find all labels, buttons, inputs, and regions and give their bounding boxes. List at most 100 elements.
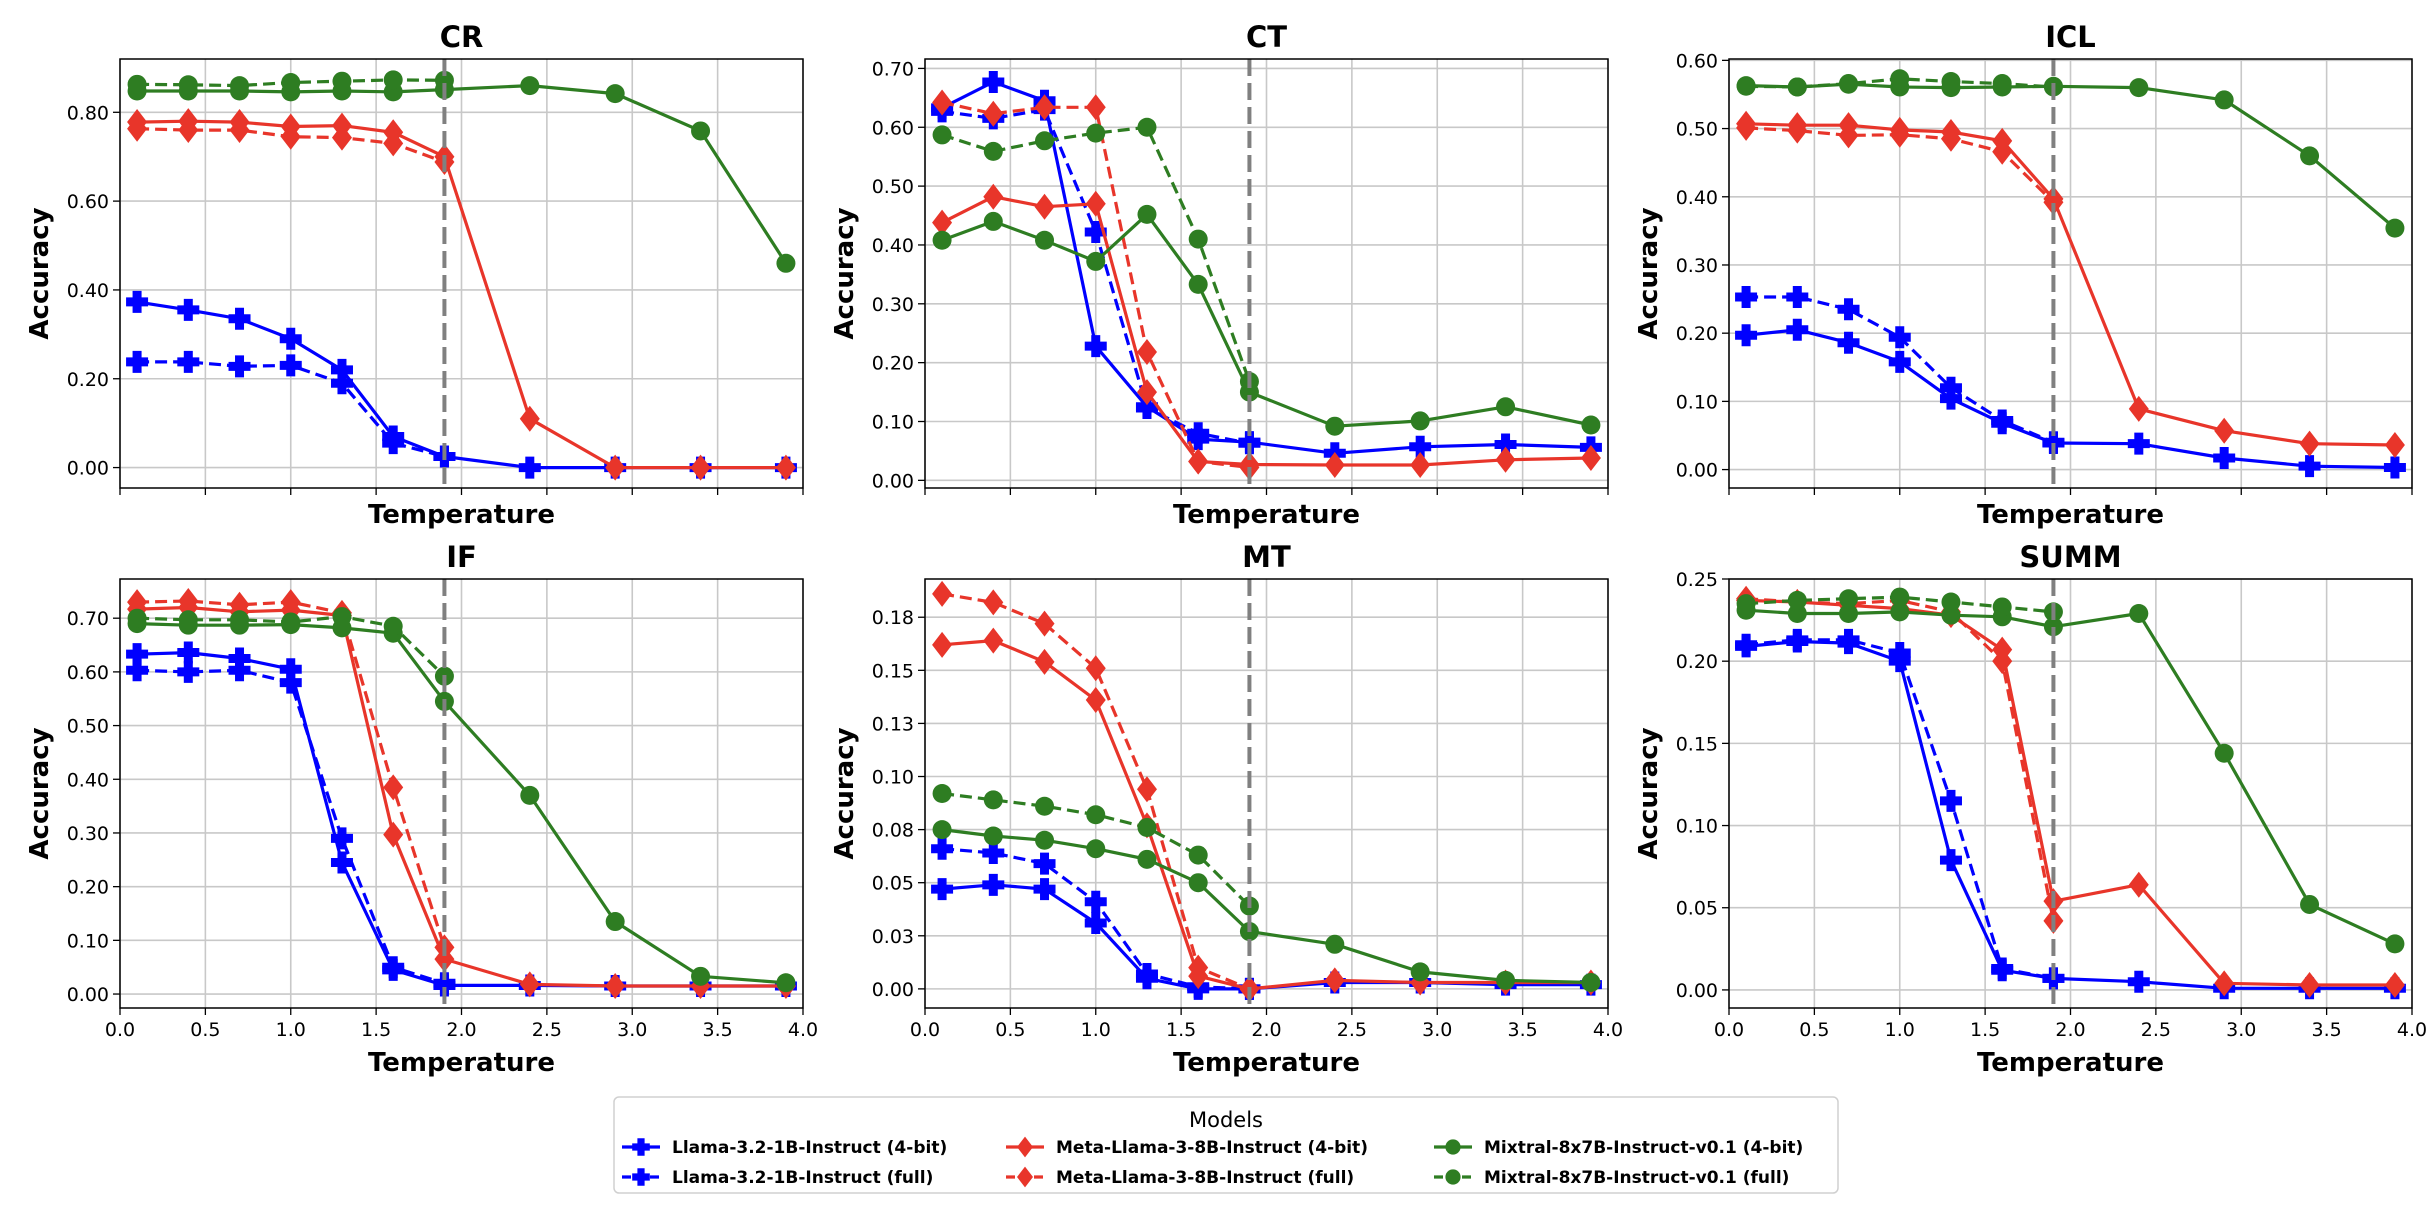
- x-tick-label: 2.5: [1337, 1019, 1367, 1041]
- data-point: [1581, 973, 1601, 993]
- data-point: [2043, 617, 2063, 637]
- series-3: [127, 115, 455, 176]
- data-point: [1137, 117, 1157, 137]
- series-1: [126, 659, 456, 995]
- data-point: [1992, 648, 2013, 675]
- axes-frame: [924, 58, 1609, 489]
- data-point: [932, 580, 953, 607]
- y-axis-label: Accuracy: [1634, 207, 1664, 339]
- data-point: [1187, 422, 1210, 445]
- plot-area: [1735, 579, 2406, 1008]
- data-point: [1188, 274, 1208, 294]
- data-point: [983, 211, 1003, 231]
- y-tick-label: 0.20: [67, 877, 109, 899]
- x-tick-label: 2.0: [2055, 1019, 2085, 1041]
- series-3: [1736, 114, 2064, 216]
- y-tick-label: 0.00: [872, 470, 914, 492]
- data-point: [1736, 76, 1756, 96]
- data-point: [932, 89, 953, 116]
- data-point: [775, 454, 796, 481]
- data-point: [1086, 805, 1106, 825]
- x-tick-label: 4.0: [788, 1019, 818, 1041]
- y-axis-label: Accuracy: [1634, 727, 1664, 859]
- data-point: [1735, 324, 1758, 347]
- data-point: [1941, 605, 1961, 625]
- data-point: [228, 647, 251, 670]
- data-point: [1034, 193, 1055, 220]
- data-point: [1991, 409, 2014, 432]
- y-tick-label: 0.30: [872, 294, 914, 316]
- data-point: [1035, 796, 1055, 816]
- data-point: [280, 589, 301, 616]
- data-point: [2298, 455, 2321, 478]
- data-point: [330, 358, 353, 381]
- legend-label: Mixtral-8x7B-Instruct-v0.1 (full): [1484, 1168, 1789, 1188]
- data-point: [1939, 789, 1962, 812]
- data-point: [1495, 446, 1516, 473]
- data-point: [2129, 604, 2149, 624]
- data-point: [2385, 218, 2405, 238]
- y-tick-label: 0.10: [1676, 816, 1718, 838]
- y-tick-label: 0.10: [872, 767, 914, 789]
- data-point: [1786, 628, 1809, 651]
- x-tick-label: 4.0: [1593, 1019, 1623, 1041]
- series-3: [932, 89, 1260, 481]
- data-point: [433, 972, 456, 995]
- data-point: [178, 75, 198, 95]
- data-point: [982, 841, 1005, 864]
- data-point: [1085, 94, 1106, 121]
- data-point: [1135, 396, 1158, 419]
- subplot-title: ICL: [2045, 20, 2096, 54]
- y-tick-label: 0.60: [1676, 50, 1718, 72]
- legend-entry: Mixtral-8x7B-Instruct-v0.1 (4-bit): [1434, 1138, 1803, 1158]
- data-point: [281, 73, 301, 93]
- data-point: [2127, 970, 2150, 993]
- x-tick-label: 3.5: [1508, 1019, 1538, 1041]
- data-point: [126, 290, 149, 313]
- data-point: [127, 74, 147, 94]
- y-tick-label: 0.30: [67, 823, 109, 845]
- data-point: [383, 774, 404, 801]
- axes-frame: [119, 58, 804, 489]
- data-point: [932, 209, 953, 236]
- data-point: [982, 873, 1005, 896]
- data-point: [1888, 350, 1911, 373]
- data-point: [931, 837, 954, 860]
- data-point: [1736, 594, 1756, 614]
- data-point: [1410, 962, 1430, 982]
- data-point: [1839, 604, 1859, 624]
- data-point: [1939, 849, 1962, 872]
- data-point: [983, 790, 1003, 810]
- data-point: [1136, 379, 1157, 406]
- data-point: [177, 298, 200, 321]
- data-point: [229, 117, 250, 144]
- legend-entry: Mixtral-8x7B-Instruct-v0.1 (full): [1434, 1168, 1789, 1188]
- data-point: [931, 878, 954, 901]
- data-point: [127, 115, 148, 142]
- data-point: [1409, 435, 1432, 458]
- data-point: [1137, 849, 1157, 869]
- legend-entry: Llama-3.2-1B-Instruct (full): [622, 1168, 933, 1188]
- data-point: [177, 641, 200, 664]
- data-point: [177, 350, 200, 373]
- legend-label: Llama-3.2-1B-Instruct (4-bit): [672, 1138, 947, 1158]
- data-point: [518, 456, 541, 479]
- data-point: [983, 627, 1004, 654]
- data-point: [605, 84, 625, 104]
- data-point: [127, 589, 148, 616]
- series-5: [127, 607, 454, 686]
- data-point: [691, 121, 711, 141]
- data-point: [330, 372, 353, 395]
- x-tick-label: 1.0: [1885, 1019, 1915, 1041]
- data-point: [126, 659, 149, 682]
- data-point: [1325, 416, 1345, 436]
- data-point: [1188, 873, 1208, 893]
- series-5: [1736, 587, 2063, 622]
- subplot-title: CR: [440, 20, 484, 54]
- subplot-icl: 0.00 0.10 0.20 0.30 0.40 0.50 0.60 ICL Temperatu…: [1634, 20, 2413, 530]
- y-tick-label: 0.60: [67, 662, 109, 684]
- data-point: [983, 826, 1003, 846]
- data-point: [1136, 339, 1157, 366]
- x-axis-label: Temperature: [1173, 1048, 1360, 1078]
